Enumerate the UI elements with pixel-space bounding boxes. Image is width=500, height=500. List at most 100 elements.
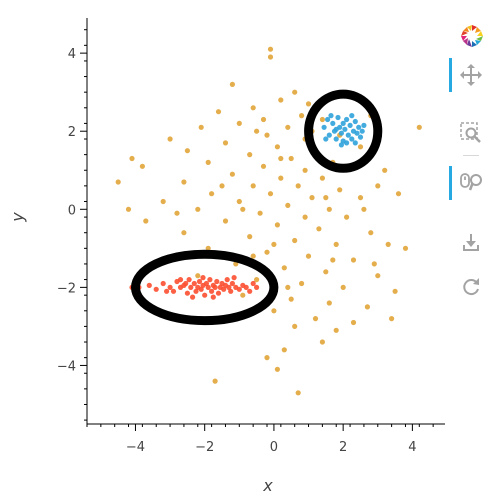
scatter-point	[209, 191, 215, 197]
scatter-point	[338, 130, 344, 136]
scatter-point	[375, 183, 381, 189]
scatter-point	[219, 183, 225, 189]
scatter-point	[357, 134, 364, 140]
scatter-point	[160, 198, 166, 205]
scatter-point	[125, 206, 132, 212]
box-zoom-tool[interactable]	[449, 116, 493, 150]
scatter-point	[228, 288, 234, 294]
reset-tool[interactable]	[449, 270, 493, 304]
scatter-point	[186, 277, 192, 283]
scatter-point	[333, 327, 339, 333]
annotation-ellipse	[131, 249, 279, 326]
scatter-point	[299, 113, 305, 119]
scatter-point	[347, 122, 353, 128]
save-tool[interactable]	[449, 226, 493, 260]
scatter-point	[250, 253, 256, 259]
scatter-point	[309, 195, 315, 201]
scatter-point	[349, 136, 355, 142]
scatter-point	[302, 214, 308, 220]
scatter-point	[214, 278, 220, 285]
scatter-point	[278, 155, 284, 162]
scatter-point	[115, 179, 121, 185]
scatter-point	[385, 241, 391, 247]
scatter-point	[139, 163, 145, 169]
scatter-point	[190, 294, 196, 300]
scatter-point	[212, 378, 218, 384]
scatter-point	[389, 316, 395, 322]
toolbar-separator	[463, 155, 479, 156]
scatter-point	[330, 120, 336, 126]
scatter-point	[205, 159, 211, 165]
scatter-point	[177, 277, 184, 283]
y-tick-label: 0	[68, 203, 76, 218]
scatter-point	[292, 237, 298, 244]
scatter-point	[323, 269, 329, 275]
scatter-point	[267, 54, 274, 60]
scatter-point	[250, 183, 256, 189]
scatter-point	[359, 128, 365, 134]
scatter-point	[193, 288, 199, 294]
scatter-point	[274, 222, 280, 228]
scatter-point	[319, 116, 325, 123]
scatter-point	[146, 282, 152, 288]
scatter-point	[231, 275, 237, 281]
scatter-point	[281, 265, 287, 271]
scatter-point	[215, 290, 222, 296]
scatter-point	[333, 126, 339, 132]
scatter-point	[392, 288, 398, 294]
scatter-point	[247, 152, 253, 158]
scatter-point	[371, 261, 377, 267]
scatter-point	[402, 245, 409, 251]
scatter-point	[354, 130, 360, 136]
scatter-point	[281, 347, 287, 353]
scatter-point	[254, 284, 260, 290]
scatter-point	[350, 319, 357, 326]
scatter-point	[288, 155, 294, 162]
y-tick-label: 4	[68, 47, 76, 62]
scatter-point	[356, 124, 362, 130]
box-zoom-icon	[460, 122, 481, 143]
scatter-point	[243, 284, 249, 290]
scatter-point	[260, 116, 267, 123]
scatter-point	[202, 292, 208, 298]
scatter-point	[264, 132, 270, 138]
scatter-point	[316, 226, 322, 232]
scatter-point	[395, 191, 402, 197]
scatter-point	[215, 109, 222, 115]
scatter-point	[305, 253, 312, 259]
scatter-point	[254, 128, 260, 134]
scatter-point	[321, 124, 327, 130]
scatter-point	[292, 323, 298, 329]
scatter-point	[271, 308, 277, 314]
scatter-point	[302, 167, 308, 173]
active-indicator	[449, 166, 452, 200]
scatter-point	[325, 116, 331, 123]
scatter-point	[344, 214, 350, 220]
y-axis-label: y	[8, 212, 27, 223]
x-axis-label: x	[262, 476, 273, 495]
scatter-plot[interactable]: −4 −2 0 2 4 −4 −2 0 2 4 x y	[0, 0, 445, 500]
scatter-point	[361, 206, 367, 212]
scatter-point	[278, 175, 284, 181]
scatter-point	[333, 136, 339, 142]
scatter-point	[153, 286, 159, 292]
scatter-point	[305, 101, 312, 107]
bokeh-logo[interactable]	[449, 18, 493, 52]
pan-tool[interactable]	[449, 58, 493, 92]
wheel-zoom-tool[interactable]	[449, 166, 493, 200]
scatter-point	[285, 284, 291, 290]
scatter-point	[326, 300, 332, 306]
scatter-point	[129, 155, 135, 162]
scatter-point	[328, 113, 334, 119]
scatter-point	[229, 171, 235, 177]
scatter-point	[295, 183, 301, 189]
scatter-point	[326, 206, 332, 212]
scatter-point	[352, 140, 358, 146]
scatter-point	[344, 140, 350, 146]
scatter-point	[250, 105, 256, 111]
scatter-point	[340, 120, 346, 126]
scatter-point	[212, 284, 218, 290]
scatter-point	[285, 202, 291, 208]
scatter-point	[205, 284, 211, 290]
scatter-point	[236, 120, 242, 126]
